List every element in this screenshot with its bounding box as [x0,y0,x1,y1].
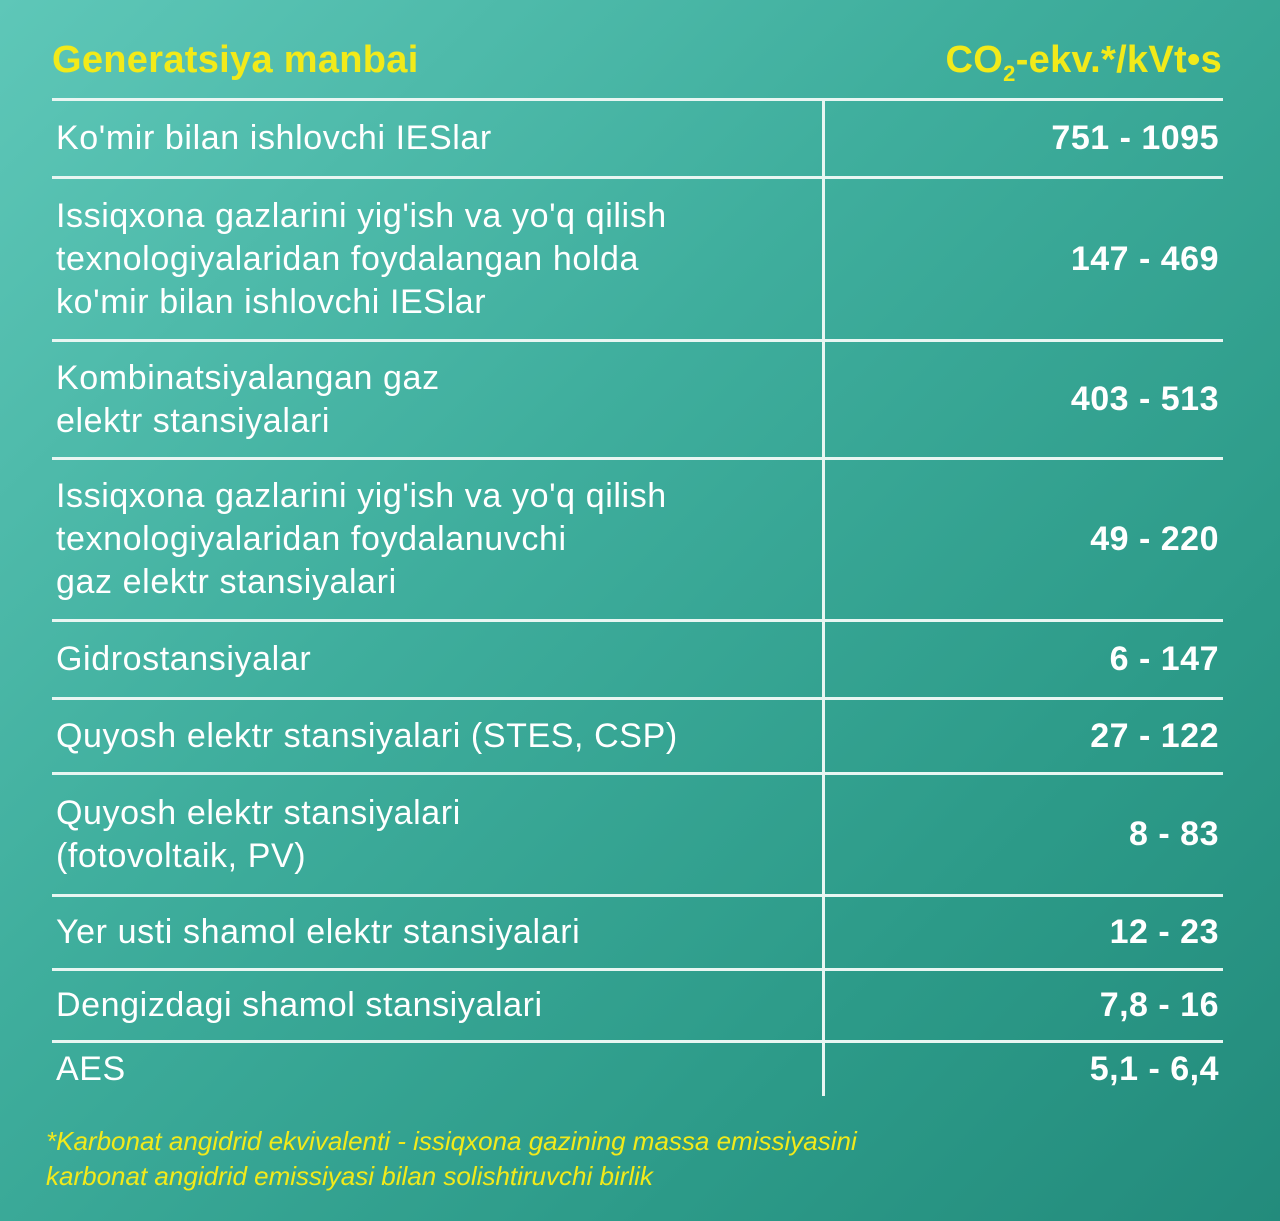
table-row: Quyosh elektr stansiyalari (STES, CSP) 2… [52,697,1223,772]
row-emission-value: 49 - 220 [1090,520,1219,558]
table-row: Yer usti shamol elektr stansiyalari 12 -… [52,894,1223,968]
row-emission-value: 5,1 - 6,4 [1089,1050,1219,1088]
table-row: Dengizdagi shamol stansiyalari 7,8 - 16 [52,968,1223,1040]
table-row: Quyosh elektr stansiyalari (fotovoltaik,… [52,772,1223,894]
row-source-name: Ko'mir bilan ishlovchi IESlar [52,101,825,176]
row-source-name: Kombinatsiyalangan gaz elektr stansiyala… [52,342,825,457]
table-row: Ko'mir bilan ishlovchi IESlar 751 - 1095 [52,98,1223,176]
row-source-name: Dengizdagi shamol stansiyalari [52,971,825,1040]
unit-prefix: CO [945,38,1004,81]
row-emission-value: 403 - 513 [1070,380,1219,418]
row-emission-value: 751 - 1095 [1051,119,1219,157]
emissions-table: Ko'mir bilan ishlovchi IESlar 751 - 1095… [52,98,1223,1096]
row-emission-value: 27 - 122 [1090,716,1219,755]
row-emission-value: 6 - 147 [1109,640,1219,678]
table-row: Issiqxona gazlarini yig'ish va yo'q qili… [52,457,1223,619]
row-source-name: Yer usti shamol elektr stansiyalari [52,897,825,968]
unit-suffix: -ekv.*/kVt•s [1015,38,1222,81]
row-source-name: Issiqxona gazlarini yig'ish va yo'q qili… [52,179,825,339]
table-row: Gidrostansiyalar 6 - 147 [52,619,1223,697]
row-source-name: Gidrostansiyalar [52,622,825,697]
row-emission-value: 147 - 469 [1070,239,1219,278]
table-row: AES 5,1 - 6,4 [52,1040,1223,1096]
row-source-name: AES [52,1043,825,1096]
row-emission-value: 8 - 83 [1129,815,1219,853]
footnote: *Karbonat angidrid ekvivalenti - issiqxo… [46,1126,857,1191]
table-row: Kombinatsiyalangan gaz elektr stansiyala… [52,339,1223,457]
row-source-name: Quyosh elektr stansiyalari (fotovoltaik,… [52,775,825,894]
table-row: Issiqxona gazlarini yig'ish va yo'q qili… [52,176,1223,339]
row-emission-value: 7,8 - 16 [1099,986,1219,1024]
row-source-name: Quyosh elektr stansiyalari (STES, CSP) [52,700,825,772]
unit-subscript: 2 [1003,60,1016,86]
table-header: Generatsiya manbai CO2-ekv.*/kVt•s [52,30,1222,90]
column-header-unit: CO2-ekv.*/kVt•s [945,38,1222,85]
row-source-name: Issiqxona gazlarini yig'ish va yo'q qili… [52,460,825,619]
row-emission-value: 12 - 23 [1109,913,1219,951]
column-header-source: Generatsiya manbai [52,38,419,81]
